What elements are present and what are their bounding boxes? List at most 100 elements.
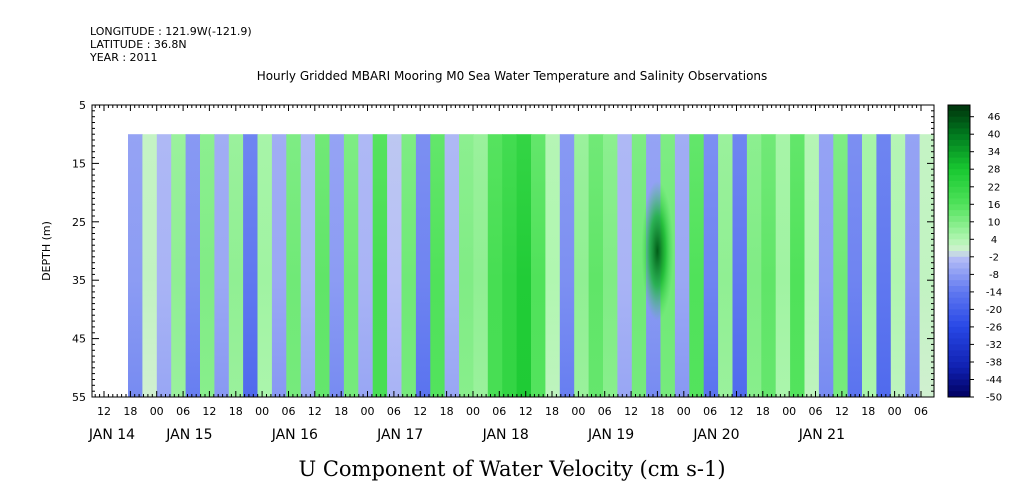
- x-hour-tick-label: 18: [440, 405, 454, 418]
- colorbar-swatch: [948, 233, 970, 240]
- x-axis: 12 18 00 06 12 18 00 06 12 18 00 06 12 18 00 06 12 18 00 06…: [88, 105, 928, 443]
- colorbar-swatch: [948, 105, 970, 112]
- x-day-label: JAN 14: [88, 427, 135, 443]
- y-tick-label: 45: [72, 333, 86, 346]
- heatmap-column: [343, 134, 359, 397]
- colorbar-swatch: [948, 122, 970, 129]
- colorbar-swatch: [948, 268, 970, 275]
- heatmap-column: [847, 134, 863, 397]
- x-hour-tick-label: 06: [598, 405, 612, 418]
- x-hour-tick-label: 00: [677, 405, 691, 418]
- heatmap-column: [746, 134, 762, 397]
- heatmap-column: [703, 134, 719, 397]
- y-axis-label: DEPTH (m): [40, 221, 53, 281]
- colorbar-tick-label: -32: [986, 340, 1002, 351]
- colorbar-swatch: [948, 291, 970, 299]
- x-hour-tick-label: 06: [914, 405, 928, 418]
- heatmap-column: [588, 134, 604, 397]
- colorbar-swatch: [948, 157, 970, 164]
- colorbar-swatch: [948, 116, 970, 123]
- heatmap-column: [142, 134, 158, 397]
- heatmap-column: [905, 134, 921, 397]
- heatmap-column: [171, 134, 187, 397]
- x-day-label: JAN 18: [482, 427, 529, 443]
- x-day-label: JAN 16: [271, 427, 318, 443]
- heatmap-column: [156, 134, 172, 397]
- max-velocity-anomaly: [641, 181, 674, 321]
- heatmap-column: [185, 134, 201, 397]
- colorbar-swatch: [948, 134, 970, 141]
- heatmap-column: [300, 134, 316, 397]
- x-hour-tick-label: 00: [255, 405, 269, 418]
- colorbar-tick-label: 4: [991, 235, 997, 246]
- heatmap-column: [257, 134, 273, 397]
- x-hour-tick-label: 00: [782, 405, 796, 418]
- colorbar-tick-label: 40: [988, 130, 1001, 141]
- x-hour-tick-label: 12: [835, 405, 849, 418]
- heatmap-column: [559, 134, 575, 397]
- colorbar-tick-label: 10: [988, 217, 1001, 228]
- colorbar-swatch: [948, 151, 970, 158]
- heatmap-column: [358, 134, 374, 397]
- heatmap-columns: [128, 134, 935, 397]
- colorbar-swatch: [948, 344, 970, 351]
- colorbar-swatch: [948, 315, 970, 322]
- colorbar-swatch: [948, 145, 970, 153]
- heatmap-column: [631, 134, 647, 397]
- heatmap-column: [617, 134, 633, 397]
- colorbar-tick-label: -20: [986, 305, 1002, 316]
- colorbar-swatch: [948, 216, 970, 223]
- colorbar-swatch: [948, 204, 970, 211]
- colorbar-swatch: [948, 385, 970, 392]
- x-hour-tick-label: 12: [97, 405, 111, 418]
- colorbar-frame: [947, 104, 971, 398]
- heatmap-anomaly: [641, 181, 674, 321]
- colorbar-tick-label: 28: [988, 165, 1001, 176]
- colorbar-swatch: [948, 227, 970, 234]
- colorbar-swatch: [948, 175, 970, 182]
- heatmap-column: [487, 134, 503, 397]
- x-hour-tick-label: 12: [519, 405, 533, 418]
- x-hour-tick-label: 00: [466, 405, 480, 418]
- colorbar-swatch: [948, 280, 970, 287]
- x-hour-tick-label: 06: [492, 405, 506, 418]
- colorbar: 46 40 34 28 22 16 10 4 -2 -8 -14 -20 -26 -32 -38 -44 -50: [947, 104, 1002, 404]
- colorbar-tick-label: 22: [988, 182, 1001, 193]
- heatmap-column: [387, 134, 403, 397]
- colorbar-swatch: [948, 356, 970, 363]
- colorbar-swatch: [948, 210, 970, 217]
- heatmap-column: [804, 134, 820, 397]
- x-hour-tick-label: 06: [176, 405, 190, 418]
- x-hour-tick-label: 00: [361, 405, 375, 418]
- heatmap-column: [516, 134, 532, 397]
- x-hour-tick-label: 00: [888, 405, 902, 418]
- colorbar-swatch: [948, 251, 970, 258]
- x-axis-label: U Component of Water Velocity (cm s-1): [298, 457, 725, 481]
- colorbar-swatch: [948, 110, 970, 118]
- colorbar-tick-label: -8: [989, 270, 999, 281]
- plot-area: [91, 104, 935, 398]
- colorbar-swatch: [948, 373, 970, 380]
- y-tick-label: 55: [72, 391, 86, 404]
- x-hour-tick-label: 00: [571, 405, 585, 418]
- heatmap-column: [574, 134, 590, 397]
- colorbar-swatch: [948, 332, 970, 340]
- colorbar-swatch: [948, 256, 970, 264]
- heatmap-column: [818, 134, 834, 397]
- colorbar-swatch: [948, 326, 970, 334]
- colorbar-swatch: [948, 309, 970, 316]
- heatmap-column: [243, 134, 259, 397]
- heatmap-column: [761, 134, 777, 397]
- y-axis: 5 15 25 35 45 55: [72, 99, 934, 404]
- colorbar-tick-label: 16: [988, 200, 1001, 211]
- colorbar-swatch: [948, 350, 970, 357]
- y-tick-label: 35: [72, 274, 86, 287]
- heatmap-column: [228, 134, 244, 397]
- heatmap-column: [502, 134, 518, 397]
- latitude-label: LATITUDE : 36.8N: [90, 38, 187, 51]
- colorbar-swatch: [948, 192, 970, 199]
- heatmap-column: [128, 134, 143, 397]
- y-tick-label: 5: [79, 99, 86, 112]
- heatmap-column: [444, 134, 460, 397]
- heatmap-column: [718, 134, 734, 397]
